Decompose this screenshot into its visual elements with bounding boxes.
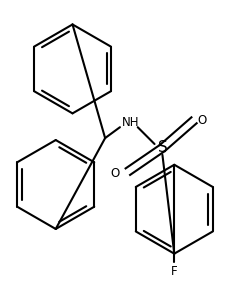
- Text: O: O: [197, 114, 206, 127]
- Text: S: S: [158, 141, 167, 156]
- Text: NH: NH: [122, 116, 140, 129]
- Text: O: O: [110, 167, 119, 180]
- Text: F: F: [171, 265, 178, 278]
